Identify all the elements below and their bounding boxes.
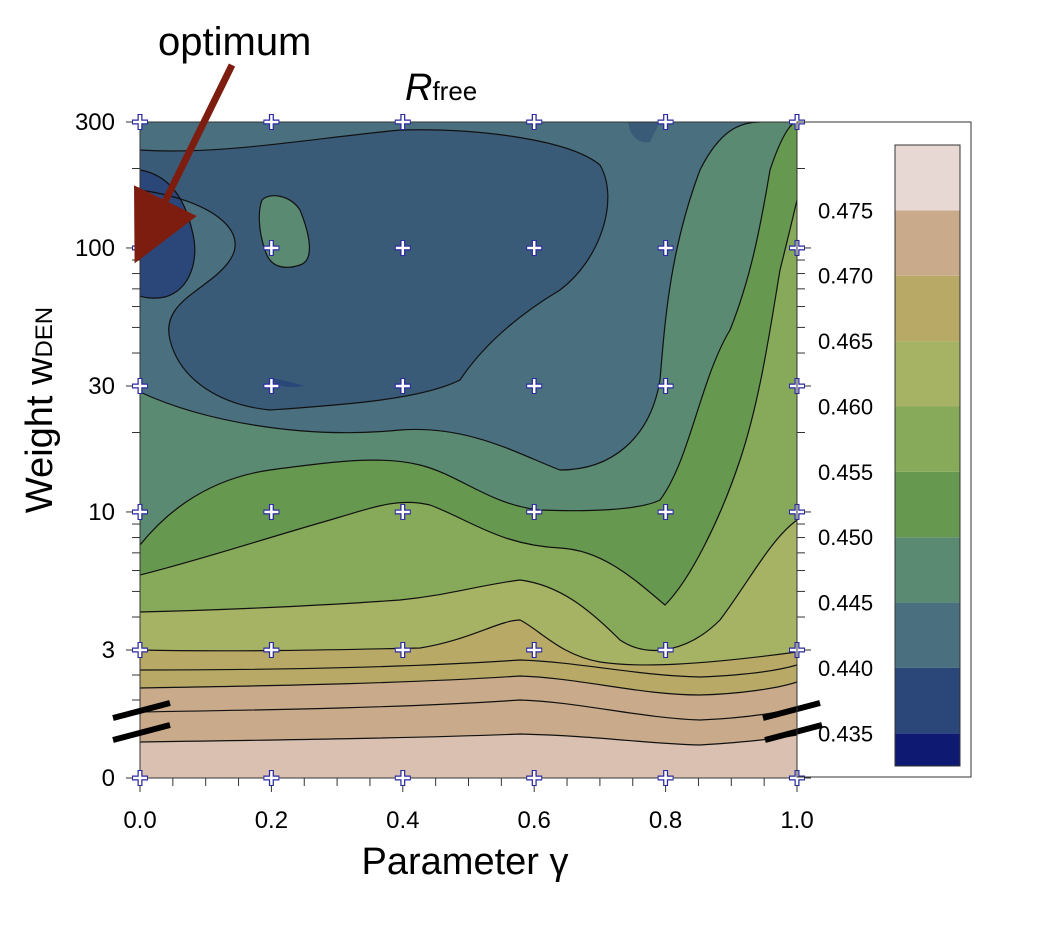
colorbar-swatch [895,667,960,734]
colorbar-swatch [895,471,960,538]
sample-marker [526,239,543,256]
colorbar-tick-label: 0.460 [818,394,873,419]
sample-marker [132,770,148,786]
sample-marker [263,503,280,520]
sample-marker [263,378,280,394]
y-tick-label: 10 [88,499,115,526]
sample-marker [132,378,148,394]
sample-marker [263,239,280,256]
colorbar-tick-label: 0.445 [818,591,873,616]
sample-marker [263,770,280,786]
colorbar-swatch [895,537,960,603]
y-tick-label: 3 [102,637,115,664]
sample-marker [657,378,674,394]
optimum-annotation: optimum [158,20,311,64]
y-tick-label: 30 [88,373,115,400]
colorbar-swatch [895,145,960,211]
sample-marker [526,114,543,130]
sample-marker [394,770,411,786]
colorbar-swatch [895,733,960,766]
colorbar-frame-outer [796,121,972,778]
sample-marker [394,239,411,256]
sample-marker [394,642,411,658]
colorbar-tick-label: 0.450 [818,525,873,550]
y-axis-title: Weight wDEN [19,307,61,513]
sample-marker [657,503,674,520]
colorbar-swatch [895,210,960,276]
band-0475-plus [140,734,797,778]
axis-break-left [112,700,171,743]
band-sliver [270,378,305,388]
y-axis-title-main: Weight w [19,357,61,513]
colorbar-tick-label: 0.465 [818,329,873,354]
x-tick-label: 0.8 [649,807,682,834]
x-axis-title: Parameter γ [362,841,569,883]
sample-marker [526,642,543,658]
sample-marker [657,770,674,786]
colorbar-tick-label: 0.440 [818,656,873,681]
optimum-arrow [134,63,236,264]
sample-marker [394,503,411,520]
sample-marker [394,378,411,394]
sample-marker [263,642,280,658]
plot-area [140,122,797,778]
sample-marker [657,642,674,658]
band-0435-0440-topright [628,122,660,143]
colorbar-frame [894,144,961,767]
sample-marker [526,503,543,520]
band-0435-0440-topleft [140,129,608,411]
sample-marker [132,503,148,520]
y-tick-label: 300 [75,109,115,136]
colorbar-swatch [895,406,960,472]
axis-break-right [762,700,823,743]
colorbar-tick-label: 0.475 [818,198,873,223]
y-tick-label: 0 [102,765,115,792]
colorbar-tick-label: 0.435 [818,721,873,746]
sample-marker [394,114,411,130]
x-axis: 0.0 0.2 0.4 0.6 0.8 1.0 [123,778,814,834]
x-tick-label: 0.6 [518,807,551,834]
colorbar: 0.475 0.470 0.465 0.460 0.455 0.450 0.445 0.440… [818,144,961,767]
sample-marker [657,239,674,256]
colorbar-tick-label: 0.455 [818,460,873,485]
chart-title-subscript: free [432,76,477,106]
sample-marker [526,378,543,394]
sample-marker [657,114,674,130]
chart-title: Rfree [405,67,477,109]
y-axis-title-subscript: DEN [31,307,58,358]
sample-marker [132,114,148,130]
x-tick-label: 0.0 [123,807,156,834]
colorbar-tick-label: 0.470 [818,264,873,289]
colorbar-swatch [895,341,960,407]
sample-marker [526,770,543,786]
x-tick-label: 0.4 [386,807,419,834]
colorbar-swatch [895,275,960,342]
colorbar-swatch [895,602,960,668]
sample-marker [132,642,148,658]
x-tick-label: 1.0 [780,807,813,834]
x-tick-label: 0.2 [255,807,288,834]
sample-marker [263,114,280,130]
y-tick-label: 100 [75,235,115,262]
